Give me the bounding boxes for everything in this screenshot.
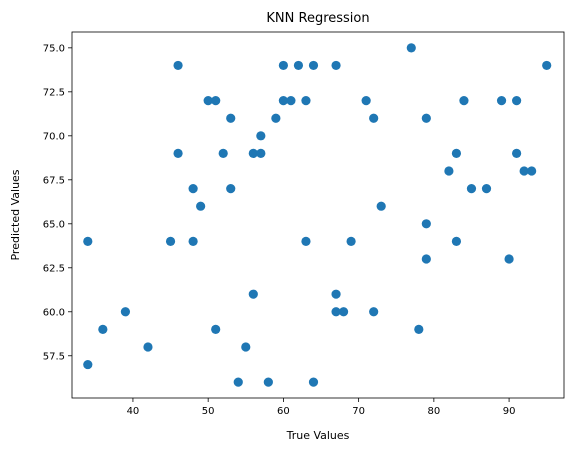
data-point bbox=[173, 60, 183, 71]
data-point bbox=[278, 60, 288, 71]
x-tick-label: 80 bbox=[427, 406, 440, 417]
data-point bbox=[248, 148, 258, 159]
data-point bbox=[308, 60, 319, 71]
data-point bbox=[451, 148, 462, 159]
data-point bbox=[301, 236, 311, 246]
data-point bbox=[444, 166, 454, 176]
data-point bbox=[369, 113, 379, 123]
data-point bbox=[173, 148, 183, 159]
data-point bbox=[512, 96, 522, 106]
data-point bbox=[196, 201, 206, 211]
data-point bbox=[406, 43, 416, 53]
data-point bbox=[241, 342, 251, 352]
data-point bbox=[263, 377, 273, 387]
y-axis-title: Predicted Values bbox=[9, 169, 22, 260]
data-point bbox=[203, 96, 213, 106]
data-point bbox=[308, 377, 319, 387]
data-point bbox=[233, 377, 243, 387]
data-point bbox=[188, 236, 198, 246]
data-point bbox=[248, 289, 258, 299]
data-point bbox=[376, 201, 386, 211]
x-tick-label: 70 bbox=[352, 406, 365, 417]
data-point bbox=[527, 166, 537, 176]
data-point bbox=[331, 289, 341, 299]
data-point bbox=[338, 307, 349, 317]
x-tick-label: 50 bbox=[202, 406, 215, 417]
data-point bbox=[459, 96, 469, 106]
data-point bbox=[188, 184, 198, 194]
data-point bbox=[542, 60, 552, 71]
data-point bbox=[226, 184, 236, 194]
plot-area bbox=[71, 31, 565, 399]
data-point bbox=[286, 96, 296, 106]
data-point bbox=[331, 307, 341, 317]
data-point bbox=[98, 324, 108, 334]
data-point bbox=[301, 96, 311, 106]
data-point bbox=[211, 96, 221, 106]
data-point bbox=[211, 324, 221, 334]
data-point bbox=[512, 148, 522, 159]
data-point bbox=[331, 60, 341, 71]
y-axis: 57.5 60.0 62.5 65.0 67.5 70.0 72.5 75.0 bbox=[43, 43, 72, 362]
data-point bbox=[481, 184, 492, 194]
y-tick-label: 67.5 bbox=[43, 175, 65, 186]
data-point bbox=[83, 359, 93, 370]
data-point bbox=[165, 236, 176, 246]
data-point bbox=[256, 131, 266, 141]
y-tick-label: 75.0 bbox=[43, 43, 65, 54]
data-point bbox=[256, 148, 266, 159]
y-tick-label: 70.0 bbox=[43, 131, 65, 142]
data-point bbox=[504, 254, 514, 264]
data-point bbox=[226, 113, 236, 123]
data-point bbox=[293, 60, 304, 71]
x-tick-label: 90 bbox=[503, 406, 516, 417]
y-tick-label: 57.5 bbox=[43, 351, 65, 362]
x-tick-label: 40 bbox=[127, 406, 140, 417]
x-axis-title: True Values bbox=[286, 429, 350, 442]
data-point bbox=[519, 166, 529, 176]
data-point bbox=[451, 236, 462, 246]
chart-title: KNN Regression bbox=[266, 11, 369, 26]
data-point bbox=[496, 96, 507, 106]
data-point bbox=[421, 219, 431, 229]
data-point bbox=[278, 96, 288, 106]
data-point bbox=[421, 254, 431, 264]
data-point bbox=[83, 236, 93, 246]
data-point bbox=[218, 148, 228, 159]
data-point bbox=[421, 113, 431, 123]
data-point bbox=[369, 307, 379, 317]
data-point bbox=[120, 307, 131, 317]
x-axis: 40 50 60 70 80 90 bbox=[127, 398, 516, 417]
y-tick-label: 62.5 bbox=[43, 263, 65, 274]
y-tick-label: 60.0 bbox=[43, 307, 65, 318]
data-point bbox=[361, 96, 371, 106]
x-tick-label: 60 bbox=[277, 406, 290, 417]
data-point bbox=[346, 236, 356, 246]
points-layer bbox=[83, 43, 552, 387]
data-point bbox=[414, 324, 424, 334]
y-tick-label: 65.0 bbox=[43, 219, 65, 230]
data-point bbox=[271, 113, 281, 123]
y-tick-label: 72.5 bbox=[43, 87, 65, 98]
data-point bbox=[143, 342, 153, 352]
data-point bbox=[466, 184, 477, 194]
